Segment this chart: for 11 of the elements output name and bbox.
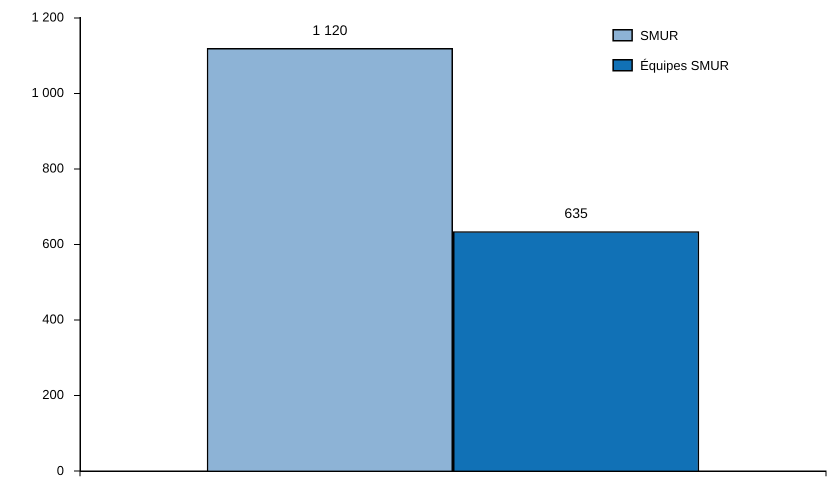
legend-label: Équipes SMUR: [640, 58, 730, 73]
y-tick-label: 800: [42, 160, 64, 176]
data-label: 635: [564, 205, 588, 222]
y-tick-label: 200: [42, 387, 64, 402]
data-label: 1 120: [312, 22, 348, 38]
y-tick-label: 0: [56, 462, 64, 478]
y-tick-label: 400: [42, 312, 64, 327]
y-tick-label: 1 000: [31, 84, 64, 100]
legend-label: SMUR: [640, 28, 678, 43]
y-tick-label: 600: [42, 236, 64, 252]
y-tick-label: 1 200: [31, 9, 64, 24]
